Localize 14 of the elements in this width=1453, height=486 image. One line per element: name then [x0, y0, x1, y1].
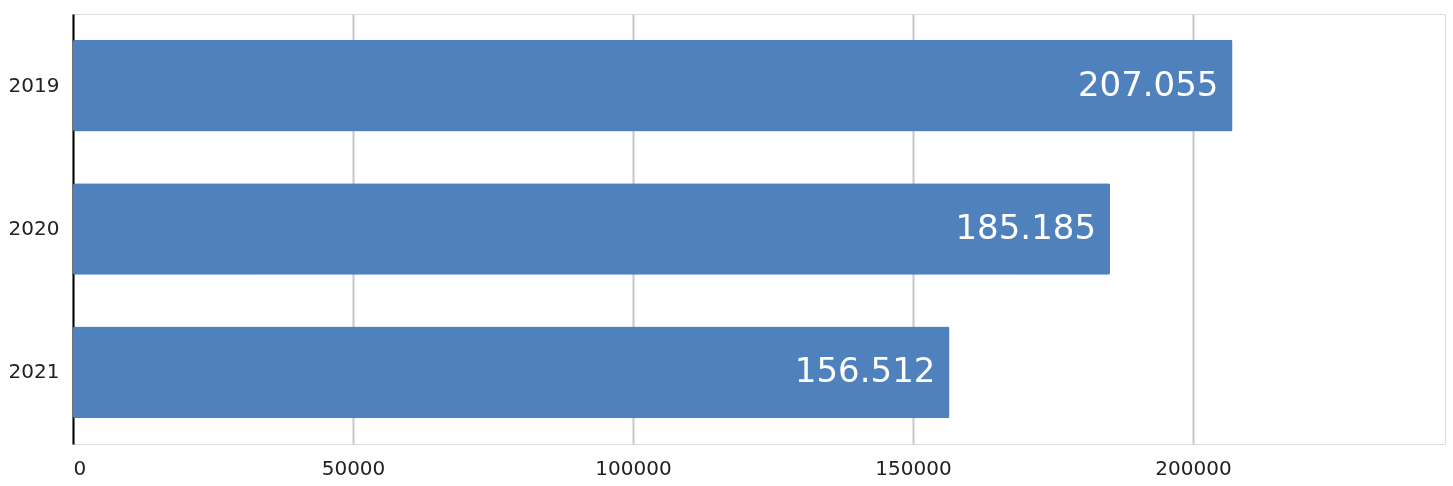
- bar: [73, 39, 1233, 132]
- bar: [73, 326, 950, 419]
- y-tick-label: 2020: [8, 216, 60, 240]
- data-label: 185.185: [955, 207, 1097, 247]
- x-tick-label: 200000: [1155, 455, 1232, 480]
- x-tick-label: 150000: [875, 455, 952, 480]
- data-label: 156.512: [794, 350, 936, 391]
- y-tick-label: 2019: [8, 72, 60, 97]
- x-tick-label: 50000: [321, 455, 386, 480]
- bar: [73, 183, 1111, 275]
- x-tick-label: 0: [73, 455, 87, 480]
- x-tick-label: 100000: [595, 455, 672, 480]
- y-tick-label: 2021: [8, 359, 60, 384]
- data-label: 207.055: [1077, 63, 1219, 104]
